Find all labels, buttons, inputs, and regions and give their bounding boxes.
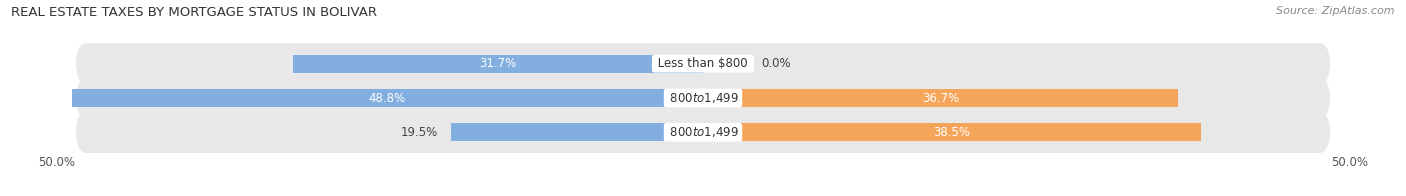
FancyBboxPatch shape — [76, 43, 1330, 84]
FancyBboxPatch shape — [76, 77, 1330, 119]
Text: $800 to $1,499: $800 to $1,499 — [666, 125, 740, 139]
Bar — [703, 89, 1178, 107]
FancyBboxPatch shape — [76, 112, 1330, 153]
Bar — [451, 123, 703, 141]
Text: 0.0%: 0.0% — [761, 57, 790, 70]
Text: 36.7%: 36.7% — [922, 92, 959, 104]
Text: REAL ESTATE TAXES BY MORTGAGE STATUS IN BOLIVAR: REAL ESTATE TAXES BY MORTGAGE STATUS IN … — [11, 6, 377, 19]
Text: Less than $800: Less than $800 — [654, 57, 752, 70]
Text: 48.8%: 48.8% — [368, 92, 406, 104]
Text: 19.5%: 19.5% — [401, 126, 437, 139]
Text: 38.5%: 38.5% — [934, 126, 970, 139]
Text: 31.7%: 31.7% — [479, 57, 516, 70]
Bar — [703, 123, 1201, 141]
Bar — [292, 55, 703, 73]
Text: Source: ZipAtlas.com: Source: ZipAtlas.com — [1277, 6, 1395, 16]
Text: $800 to $1,499: $800 to $1,499 — [666, 91, 740, 105]
Bar — [72, 89, 703, 107]
